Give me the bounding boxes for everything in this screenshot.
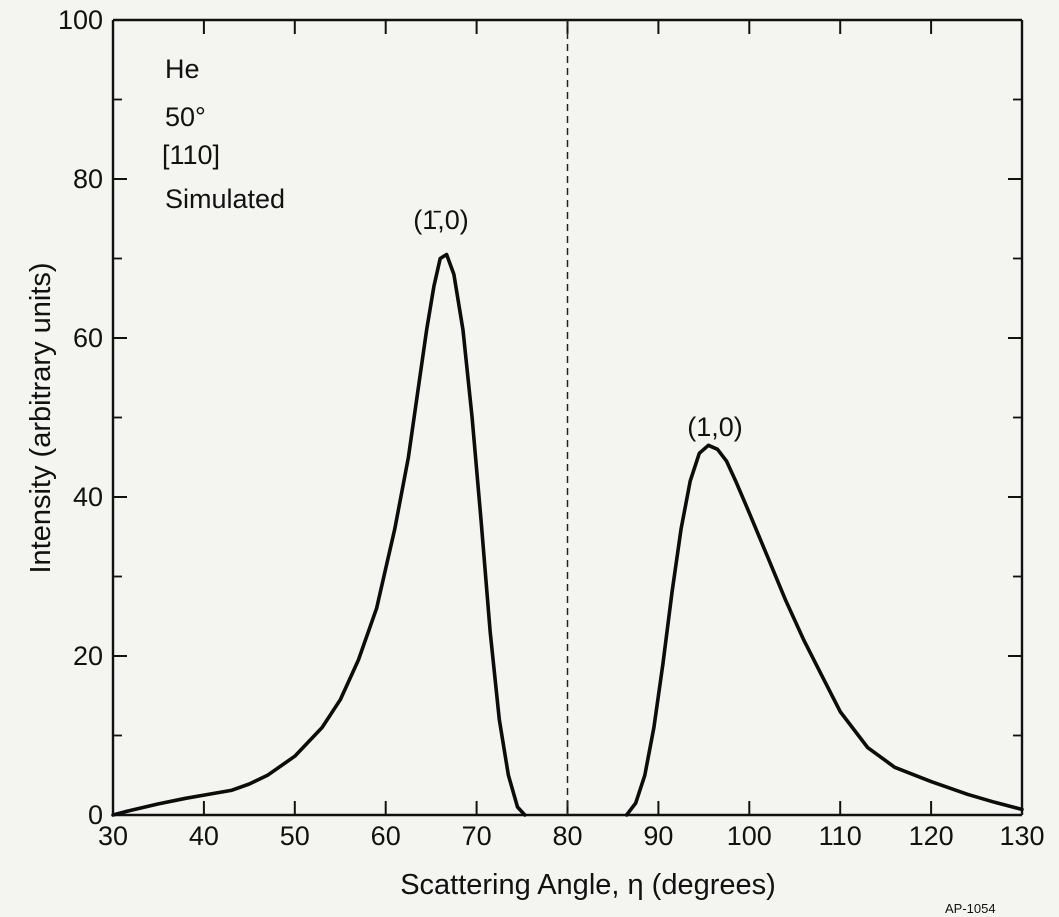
x-tick-label: 80 xyxy=(552,821,582,851)
y-axis-title: Intensity (arbitrary units) xyxy=(25,262,57,573)
x-tick-label: 130 xyxy=(999,821,1044,851)
intensity-curve-segment xyxy=(624,443,1024,817)
x-tick-label: 50 xyxy=(280,821,310,851)
y-tick-label: 40 xyxy=(73,482,103,512)
x-tick-label: 120 xyxy=(909,821,954,851)
curve-group xyxy=(111,252,1024,817)
x-tick-label: 70 xyxy=(462,821,492,851)
y-tick-label: 60 xyxy=(73,323,103,353)
x-axis-title: Scattering Angle, η (degrees) xyxy=(400,869,776,901)
x-tick-label: 30 xyxy=(98,821,128,851)
annotation-line-4: Simulated xyxy=(165,184,285,214)
peak-label-left: (1̄,0) xyxy=(413,205,469,235)
peak-label-right: (1,0) xyxy=(687,412,743,442)
intensity-curve-segment xyxy=(111,252,527,817)
annotation-line-1: He xyxy=(165,54,200,84)
x-tick-label: 110 xyxy=(819,821,862,851)
figure-id: AP-1054 xyxy=(945,901,996,916)
tick-group: 30 40 50 60 70 80 90 100 110 120 130 0 20 40 60 80 100 xyxy=(58,5,1045,851)
x-tick-label: 100 xyxy=(727,821,772,851)
x-tick-label: 40 xyxy=(189,821,219,851)
annotation-line-2: 50° xyxy=(165,102,206,132)
y-tick-label: 20 xyxy=(73,641,103,671)
y-tick-label: 80 xyxy=(73,164,103,194)
x-tick-label: 90 xyxy=(643,821,673,851)
annotation-block: He 50° [110] Simulated xyxy=(162,54,285,214)
x-tick-label: 60 xyxy=(371,821,401,851)
y-tick-label: 0 xyxy=(88,800,103,830)
annotation-line-3: [110] xyxy=(162,140,220,170)
y-tick-label: 100 xyxy=(58,5,103,35)
